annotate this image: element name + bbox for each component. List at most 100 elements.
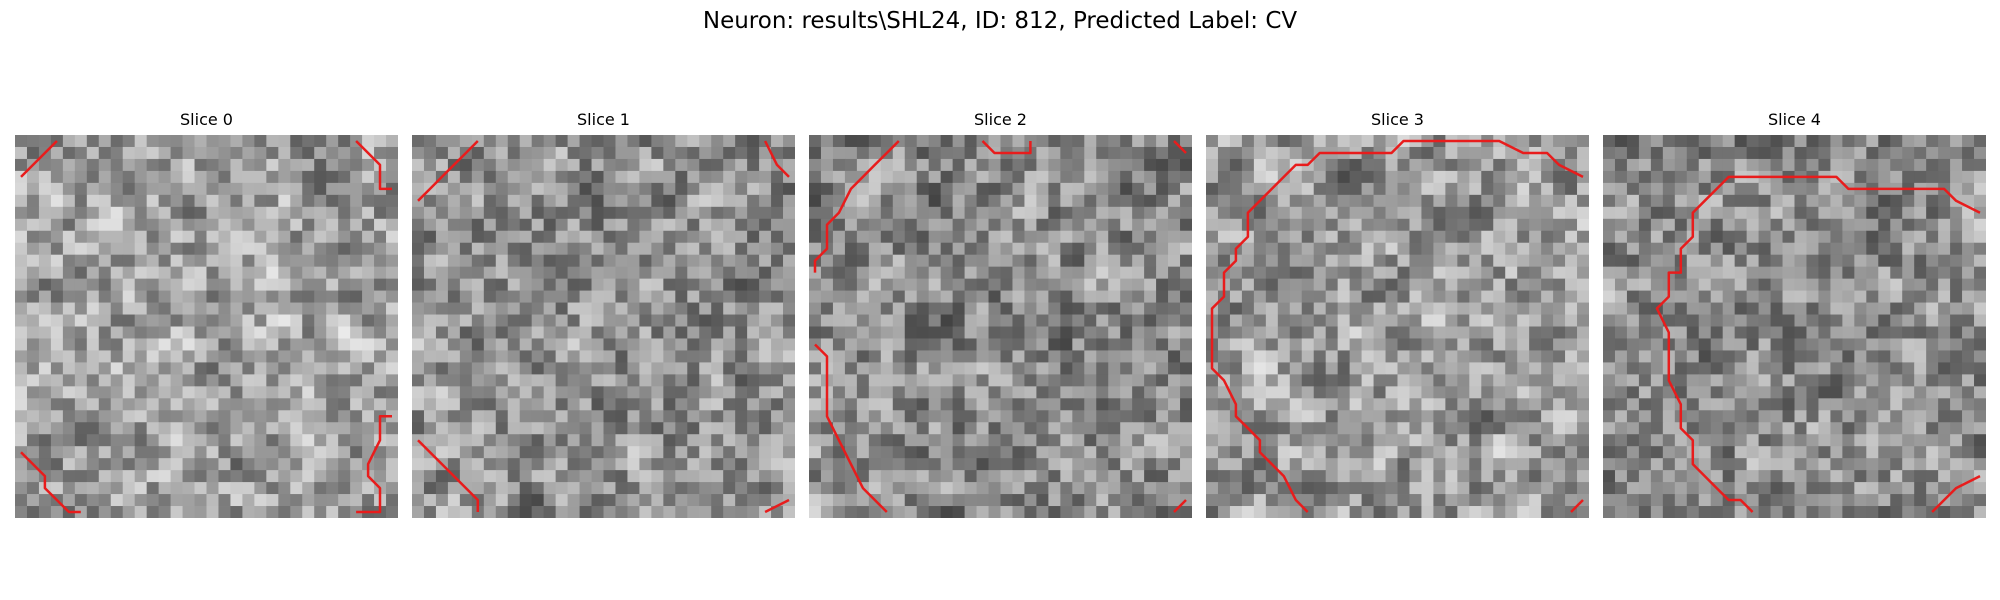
image-pixel bbox=[1096, 278, 1109, 291]
image-pixel bbox=[603, 506, 616, 518]
image-pixel bbox=[1842, 434, 1855, 447]
image-pixel bbox=[603, 135, 616, 148]
image-pixel bbox=[1614, 218, 1628, 232]
image-pixel bbox=[1180, 254, 1192, 268]
slice-panel-4: Slice 4 bbox=[1603, 107, 1986, 518]
image-pixel bbox=[880, 206, 894, 220]
image-pixel bbox=[110, 146, 124, 160]
image-pixel bbox=[1036, 434, 1049, 447]
image-pixel bbox=[1433, 374, 1446, 387]
image-pixel bbox=[206, 135, 219, 148]
image-pixel bbox=[1072, 482, 1085, 495]
image-pixel bbox=[916, 218, 930, 232]
image-pixel bbox=[940, 218, 954, 232]
slice-title: Slice 0 bbox=[180, 110, 233, 129]
image-pixel bbox=[1277, 242, 1291, 256]
image-pixel bbox=[1830, 135, 1843, 148]
image-pixel bbox=[50, 218, 64, 232]
image-pixel bbox=[1565, 350, 1578, 363]
image-pixel bbox=[1926, 410, 1939, 423]
image-pixel bbox=[1084, 386, 1097, 399]
image-pixel bbox=[170, 494, 183, 507]
image-pixel bbox=[1206, 146, 1219, 160]
image-pixel bbox=[783, 482, 795, 495]
image-pixel bbox=[1541, 302, 1554, 315]
image-pixel bbox=[1758, 422, 1771, 435]
image-pixel bbox=[567, 278, 580, 291]
image-pixel bbox=[412, 242, 425, 256]
image-pixel bbox=[1626, 266, 1640, 280]
image-pixel bbox=[158, 422, 171, 435]
image-pixel bbox=[1144, 422, 1157, 435]
image-pixel bbox=[483, 158, 497, 172]
image-pixel bbox=[1120, 410, 1133, 423]
image-pixel bbox=[74, 410, 88, 423]
image-pixel bbox=[711, 158, 724, 172]
image-pixel bbox=[1206, 422, 1219, 435]
image-pixel bbox=[1734, 314, 1748, 327]
image-pixel bbox=[711, 410, 724, 423]
image-pixel bbox=[1770, 302, 1783, 315]
image-pixel bbox=[1938, 374, 1951, 387]
image-pixel bbox=[1650, 170, 1664, 184]
image-pixel bbox=[880, 182, 894, 196]
image-pixel bbox=[952, 290, 965, 303]
image-pixel bbox=[759, 158, 772, 172]
image-pixel bbox=[278, 494, 291, 507]
image-pixel bbox=[687, 446, 700, 459]
image-pixel bbox=[1938, 422, 1951, 435]
image-pixel bbox=[639, 218, 652, 232]
image-pixel bbox=[1433, 506, 1446, 518]
image-pixel bbox=[1421, 386, 1434, 399]
image-pixel bbox=[976, 242, 989, 256]
image-pixel bbox=[711, 146, 724, 160]
image-pixel bbox=[1541, 470, 1554, 483]
image-pixel bbox=[1313, 194, 1327, 208]
image-pixel bbox=[1457, 170, 1470, 184]
image-pixel bbox=[1505, 398, 1518, 411]
image-pixel bbox=[483, 350, 497, 363]
image-pixel bbox=[338, 218, 351, 232]
image-pixel bbox=[122, 410, 136, 423]
image-pixel bbox=[507, 410, 521, 423]
image-pixel bbox=[952, 434, 965, 447]
image-pixel bbox=[1397, 458, 1410, 471]
image-pixel bbox=[1229, 266, 1243, 280]
image-pixel bbox=[1770, 338, 1783, 351]
image-pixel bbox=[110, 206, 124, 220]
image-pixel bbox=[1253, 422, 1267, 435]
image-pixel bbox=[1950, 290, 1963, 303]
image-pixel bbox=[1012, 422, 1025, 435]
image-pixel bbox=[1481, 218, 1494, 232]
image-pixel bbox=[435, 374, 449, 387]
image-pixel bbox=[170, 146, 183, 160]
image-pixel bbox=[62, 182, 76, 196]
image-pixel bbox=[495, 170, 509, 184]
image-pixel bbox=[98, 302, 112, 315]
image-pixel bbox=[1794, 254, 1807, 268]
image-pixel bbox=[543, 446, 557, 459]
image-pixel bbox=[471, 434, 485, 447]
image-pixel bbox=[1734, 374, 1748, 387]
image-pixel bbox=[1048, 410, 1061, 423]
image-pixel bbox=[1457, 374, 1470, 387]
image-pixel bbox=[507, 230, 521, 244]
image-pixel bbox=[170, 302, 183, 315]
image-pixel bbox=[1842, 146, 1855, 160]
image-pixel bbox=[952, 398, 965, 411]
image-pixel bbox=[1553, 218, 1566, 232]
image-pixel bbox=[1180, 446, 1192, 459]
image-pixel bbox=[1914, 374, 1927, 387]
image-pixel bbox=[412, 362, 425, 375]
image-pixel bbox=[15, 362, 28, 375]
image-pixel bbox=[783, 182, 795, 196]
image-pixel bbox=[386, 218, 398, 232]
image-pixel bbox=[1445, 230, 1458, 244]
image-pixel bbox=[1445, 494, 1458, 507]
image-pixel bbox=[1806, 242, 1819, 256]
image-pixel bbox=[26, 398, 40, 411]
image-pixel bbox=[1072, 146, 1085, 160]
image-pixel bbox=[386, 374, 398, 387]
image-pixel bbox=[687, 386, 700, 399]
image-pixel bbox=[627, 206, 640, 220]
